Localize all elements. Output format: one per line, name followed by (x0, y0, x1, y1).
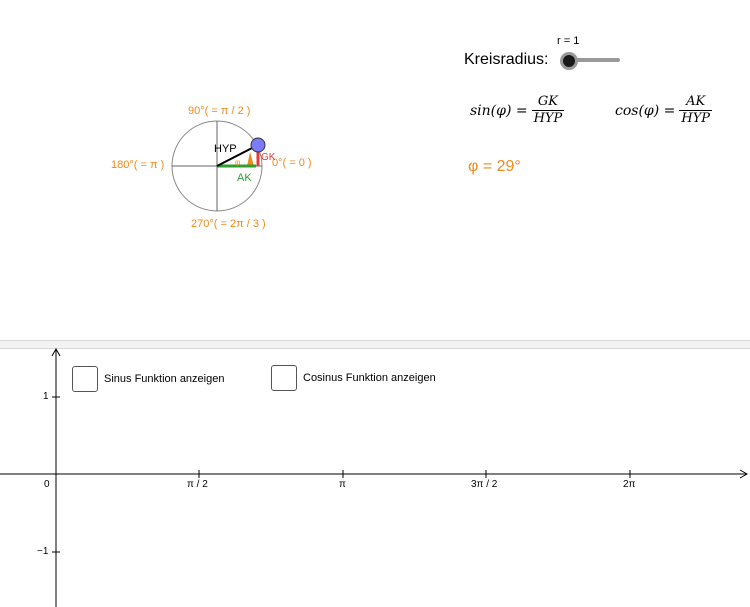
sinus-checkbox[interactable] (72, 366, 98, 392)
sin-formula-lhs: sin(φ) = (470, 102, 528, 119)
sin-denominator: HYP (531, 110, 565, 126)
hypotenuse-line (216, 144, 259, 167)
cos-formula-lhs: cos(φ) = (615, 102, 676, 119)
label-90-degrees: 90°( = π / 2 ) (188, 105, 251, 117)
sinus-checkbox-row[interactable]: Sinus Funktion anzeigen (72, 366, 224, 392)
gk-label: GK (261, 152, 276, 163)
slider-track[interactable] (568, 58, 620, 62)
slider-label: Kreisradius: (464, 51, 549, 68)
x-tick-label-pi: π (339, 479, 346, 490)
sin-formula: sin(φ) = GK HYP (470, 94, 565, 127)
slider-handle[interactable] (560, 52, 578, 70)
cosinus-checkbox[interactable] (271, 365, 297, 391)
angle-readout: φ = 29° (468, 158, 521, 175)
unit-circle-canvas (171, 120, 266, 212)
x-tick-label-two-pi: 2π (623, 479, 636, 490)
x-axis-arrow (739, 469, 749, 479)
sinus-checkbox-label[interactable]: Sinus Funktion anzeigen (104, 373, 225, 385)
hyp-label: HYP (214, 143, 237, 155)
y-axis-arrow (51, 348, 61, 357)
slider-value-label: r = 1 (557, 35, 580, 47)
x-tick-label-pi-half: π / 2 (187, 479, 208, 490)
ak-label: AK (237, 172, 252, 184)
y-tick-label-minus-1: −1 (37, 546, 49, 557)
sin-numerator: GK (537, 94, 558, 109)
radius-slider[interactable] (560, 52, 624, 70)
cos-fraction: AK HYP (679, 94, 713, 127)
x-tick-label-0: 0 (44, 479, 50, 490)
cos-numerator: AK (686, 94, 706, 109)
panel-divider (0, 340, 750, 349)
x-tick-label-three-pi-half: 3π / 2 (471, 479, 498, 490)
graph-canvas (0, 348, 749, 607)
angle-point[interactable] (250, 137, 266, 153)
label-180-degrees: 180°( = π ) (111, 159, 165, 171)
label-0-degrees: 0°( = 0 ) (272, 157, 312, 169)
label-270-degrees: 270°( = 2π / 3 ) (191, 218, 266, 230)
cos-denominator: HYP (679, 110, 713, 126)
y-tick-label-1: 1 (43, 391, 49, 402)
cosinus-checkbox-label[interactable]: Cosinus Funktion anzeigen (303, 372, 436, 384)
cosinus-checkbox-row[interactable]: Cosinus Funktion anzeigen (271, 365, 436, 391)
sin-fraction: GK HYP (531, 94, 565, 127)
cos-formula: cos(φ) = AK HYP (615, 94, 713, 127)
phi-label: φ (235, 158, 241, 167)
angle-arc-marker (247, 152, 254, 166)
